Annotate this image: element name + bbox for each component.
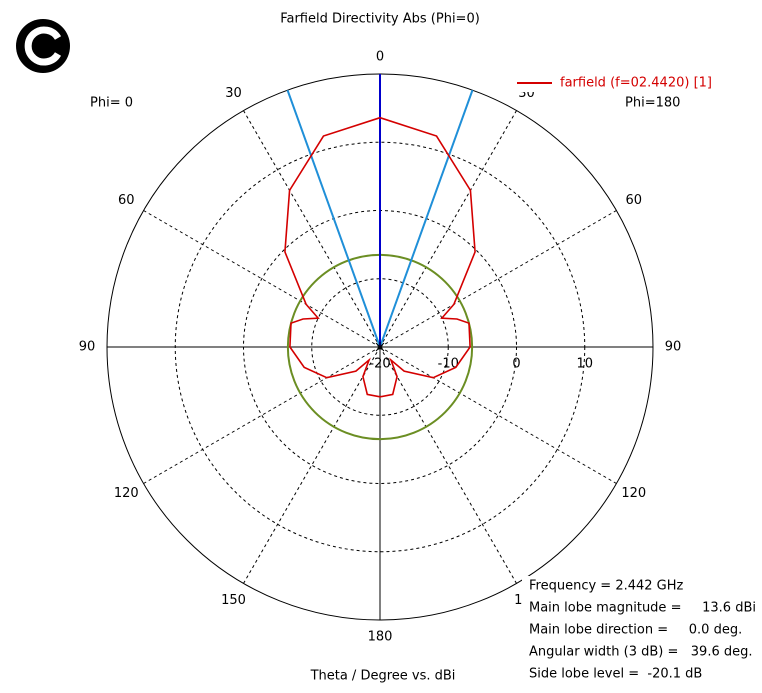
legend-background: [515, 74, 720, 92]
r-tick-label: -20: [369, 357, 390, 372]
info-line: Frequency = 2.442 GHz: [529, 579, 684, 594]
info-line: Main lobe direction = 0.0 deg.: [529, 623, 742, 638]
r-tick-label: -10: [438, 357, 459, 372]
angle-tick-label: 0: [376, 50, 384, 65]
angle-tick-label: 90: [665, 340, 682, 355]
logo: [16, 19, 70, 73]
x-axis-label: Theta / Degree vs. dBi: [310, 669, 456, 684]
center-marker: [375, 342, 385, 352]
r-tick-label: 10: [576, 357, 593, 372]
angle-tick-label: 120: [114, 486, 139, 501]
chart-title: Farfield Directivity Abs (Phi=0): [280, 12, 480, 27]
grid-circle: [174, 141, 586, 553]
angle-tick-label: 60: [118, 193, 135, 208]
pattern-line: [284, 116, 476, 398]
legend-label: farfield (f=02.4420) [1]: [560, 76, 712, 91]
right-label: Phi=180: [625, 96, 680, 111]
r-tick-label: 0: [512, 357, 520, 372]
angle-tick-label: 60: [625, 193, 642, 208]
info-line: Main lobe magnitude = 13.6 dBi: [529, 601, 756, 616]
info-line: Side lobe level = -20.1 dB: [529, 667, 702, 682]
spoke: [379, 210, 617, 348]
angle-tick-label: 180: [368, 630, 393, 645]
spoke: [243, 346, 381, 584]
angle-tick-label: 30: [225, 86, 242, 101]
angle-tick-label: 150: [221, 593, 246, 608]
left-label: Phi= 0: [90, 96, 133, 111]
beam-width-line: [286, 89, 381, 348]
grid-circle: [311, 278, 449, 416]
angle-tick-label: 90: [79, 340, 96, 355]
info-background: [522, 576, 760, 690]
angle-tick-label: 120: [621, 486, 646, 501]
spoke: [379, 346, 517, 584]
info-line: Angular width (3 dB) = 39.6 deg.: [529, 645, 753, 660]
spoke: [143, 346, 381, 484]
beam-width-line: [379, 89, 474, 348]
